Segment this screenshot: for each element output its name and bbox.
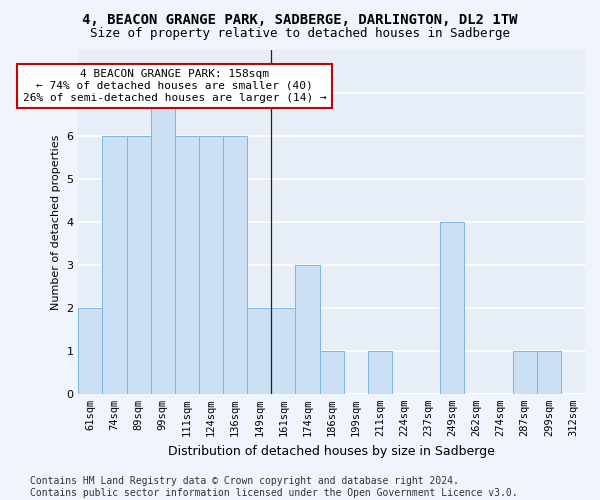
- Bar: [512, 351, 537, 394]
- Bar: [199, 136, 223, 394]
- Text: 4, BEACON GRANGE PARK, SADBERGE, DARLINGTON, DL2 1TW: 4, BEACON GRANGE PARK, SADBERGE, DARLING…: [82, 12, 518, 26]
- Bar: [271, 308, 295, 394]
- Bar: [440, 222, 464, 394]
- Bar: [151, 93, 175, 394]
- Bar: [295, 265, 320, 394]
- Bar: [537, 351, 561, 394]
- X-axis label: Distribution of detached houses by size in Sadberge: Distribution of detached houses by size …: [168, 444, 495, 458]
- Text: Contains HM Land Registry data © Crown copyright and database right 2024.
Contai: Contains HM Land Registry data © Crown c…: [30, 476, 518, 498]
- Text: Size of property relative to detached houses in Sadberge: Size of property relative to detached ho…: [90, 28, 510, 40]
- Text: 4 BEACON GRANGE PARK: 158sqm
← 74% of detached houses are smaller (40)
26% of se: 4 BEACON GRANGE PARK: 158sqm ← 74% of de…: [23, 70, 326, 102]
- Bar: [79, 308, 103, 394]
- Bar: [127, 136, 151, 394]
- Y-axis label: Number of detached properties: Number of detached properties: [51, 134, 61, 310]
- Bar: [320, 351, 344, 394]
- Bar: [103, 136, 127, 394]
- Bar: [175, 136, 199, 394]
- Bar: [223, 136, 247, 394]
- Bar: [247, 308, 271, 394]
- Bar: [368, 351, 392, 394]
